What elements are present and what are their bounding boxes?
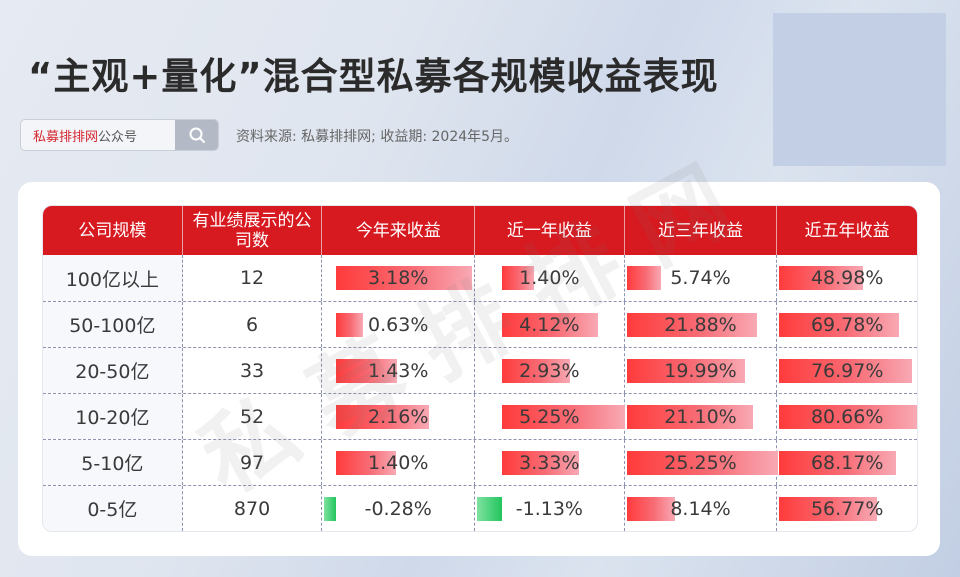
count-cell: 12	[183, 255, 323, 301]
data-source-note: 资料来源: 私募排排网; 收益期: 2024年5月。	[236, 129, 519, 145]
table-row: 100亿以上 12 3.18% 1.40% 5.74% 48.98%	[43, 255, 917, 301]
data-bar	[779, 359, 913, 383]
data-bar	[779, 451, 897, 475]
data-bar	[336, 313, 364, 337]
data-bar	[502, 266, 535, 290]
scale-cell: 20-50亿	[43, 348, 183, 393]
1y-cell: 1.40%	[475, 255, 625, 301]
returns-table: 公司规模 有业绩展示的公司数 今年来收益 近一年收益 近三年收益 近五年收益 1…	[42, 205, 918, 532]
1y-cell: 4.12%	[475, 302, 625, 347]
data-bar	[779, 266, 864, 290]
search-brand-text: 私募排排网	[33, 129, 99, 145]
column-header-5y: 近五年收益	[804, 220, 890, 241]
data-bar	[502, 405, 626, 429]
column-header-1y: 近一年收益	[475, 206, 625, 255]
column-header-scale: 公司规模	[43, 206, 183, 255]
column-header-ytd: 今年来收益	[322, 206, 476, 255]
page-title: “主观+量化”混合型私募各规模收益表现	[28, 55, 719, 98]
data-bar	[502, 313, 599, 337]
data-bar	[502, 359, 571, 383]
1y-cell: -1.13%	[475, 486, 625, 531]
3y-cell: 5.74%	[625, 255, 778, 301]
scale-cell: 100亿以上	[43, 255, 183, 301]
5y-cell: 76.97%	[777, 348, 917, 393]
data-bar	[626, 313, 757, 337]
ytd-cell: 3.18%	[322, 255, 476, 301]
data-bar	[626, 359, 745, 383]
3y-cell: 25.25%	[625, 440, 778, 485]
ytd-cell: 1.43%	[322, 348, 476, 393]
data-bar	[626, 405, 753, 429]
ytd-cell: 1.40%	[322, 440, 476, 485]
5y-cell: 80.66%	[777, 394, 917, 439]
ytd-cell: 0.63%	[322, 302, 476, 347]
data-bar	[779, 497, 878, 521]
search-input[interactable]: 私募排排网 公众号	[21, 120, 175, 150]
table-row: 20-50亿 33 1.43% 2.93% 19.99% 76.97%	[43, 347, 917, 393]
corner-placeholder-block	[773, 13, 946, 166]
3y-cell: 21.10%	[625, 394, 778, 439]
data-bar	[336, 451, 397, 475]
data-bar	[336, 405, 430, 429]
count-cell: 6	[183, 302, 323, 347]
data-bar	[779, 313, 900, 337]
column-header-count: 有业绩展示的公司数	[183, 206, 323, 255]
data-bar-negative	[477, 497, 503, 521]
table-row: 10-20亿 52 2.16% 5.25% 21.10% 80.66%	[43, 393, 917, 439]
scale-cell: 5-10亿	[43, 440, 183, 485]
scale-cell: 50-100亿	[43, 302, 183, 347]
data-bar-negative	[324, 497, 337, 521]
data-bar	[779, 405, 917, 429]
data-bar	[626, 266, 661, 290]
5y-cell: 56.77%	[777, 486, 917, 531]
search-suffix-text: 公众号	[98, 129, 138, 145]
5y-cell: 68.17%	[777, 440, 917, 485]
5y-cell: 48.98%	[777, 255, 917, 301]
count-cell: 33	[183, 348, 323, 393]
data-bar	[626, 451, 778, 475]
table-row: 5-10亿 97 1.40% 3.33% 25.25% 68.17%	[43, 439, 917, 485]
table-row: 50-100亿 6 0.63% 4.12% 21.88% 69.78%	[43, 301, 917, 347]
table-header: 公司规模 有业绩展示的公司数 今年来收益 近一年收益 近三年收益 近五年收益	[43, 206, 917, 255]
5y-cell: 69.78%	[777, 302, 917, 347]
ytd-cell: 2.16%	[322, 394, 476, 439]
count-cell: 52	[183, 394, 323, 439]
ytd-cell: -0.28%	[322, 486, 476, 531]
1y-cell: 2.93%	[475, 348, 625, 393]
count-cell: 870	[183, 486, 323, 531]
1y-cell: 5.25%	[475, 394, 626, 439]
count-cell: 97	[183, 440, 323, 485]
3y-cell: 8.14%	[625, 486, 778, 531]
column-header-3y: 近三年收益	[625, 206, 778, 255]
3y-cell: 19.99%	[625, 348, 778, 393]
1y-cell: 3.33%	[475, 440, 625, 485]
data-bar	[336, 266, 473, 290]
data-bar	[626, 497, 675, 521]
search-box[interactable]: 私募排排网 公众号	[20, 119, 219, 151]
table-row: 0-5亿 870 -0.28% -1.13% 8.14% 56.77%	[43, 485, 917, 531]
scale-cell: 10-20亿	[43, 394, 183, 439]
3y-cell: 21.88%	[625, 302, 778, 347]
search-button[interactable]	[175, 120, 218, 150]
data-bar	[502, 451, 580, 475]
scale-cell: 0-5亿	[43, 486, 183, 531]
data-bar	[336, 359, 398, 383]
search-icon	[189, 127, 205, 143]
